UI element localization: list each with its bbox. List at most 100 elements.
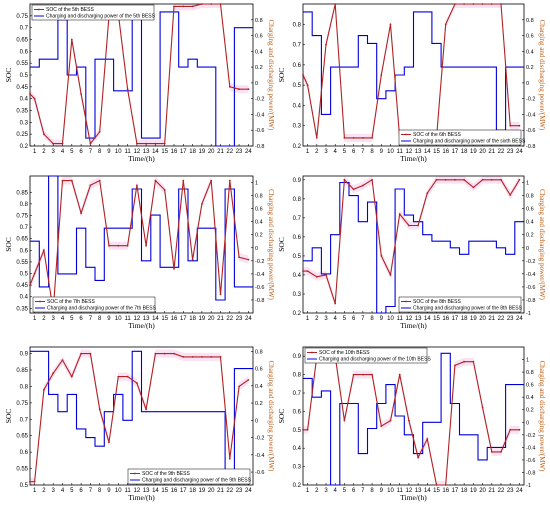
power-step-line xyxy=(303,181,524,314)
y2-axis-label: Charging and discharging power/(MW) xyxy=(267,189,275,300)
x-tick-label: 15 xyxy=(433,149,440,155)
x-tick-label: 5 xyxy=(343,316,347,322)
y2-tick-label: -0.8 xyxy=(526,298,535,304)
y2-tick-label: 0.2 xyxy=(255,401,263,407)
x-tick-label: 18 xyxy=(189,316,196,322)
x-tick-label: 18 xyxy=(461,488,468,494)
soc-point xyxy=(435,484,438,486)
x-tick-label: 4 xyxy=(61,488,65,494)
soc-point xyxy=(454,364,456,367)
x-tick-label: 15 xyxy=(433,316,440,322)
x-tick-label: 24 xyxy=(516,149,523,155)
soc-point xyxy=(52,372,55,375)
soc-point xyxy=(247,379,250,381)
y-tick-label: 0.45 xyxy=(16,283,28,289)
y-tick-label: 0.3 xyxy=(293,124,302,130)
y2-tick-label: -0.2 xyxy=(255,436,264,442)
soc-point xyxy=(29,284,31,286)
y-tick-label: 0.6 xyxy=(293,63,302,69)
x-tick-label: 9 xyxy=(107,488,111,494)
x-tick-label: 6 xyxy=(79,316,83,322)
chart-panel-5: 1 2 3 4 5 6 7 8 9 10 11 12 13 14 15 16 17 18 19 20 21 22 23 240… xyxy=(4,346,275,502)
soc-point xyxy=(490,451,493,453)
soc-point xyxy=(163,352,166,355)
legend-soc-label: SOC of the 7th BESS xyxy=(47,299,95,305)
y-tick-label: 0.65 xyxy=(16,38,28,44)
x-tick-label: 20 xyxy=(208,488,215,494)
x-tick-label: 10 xyxy=(387,488,394,494)
x-tick-label: 15 xyxy=(161,149,168,155)
x-tick-label: 6 xyxy=(352,316,356,322)
x-tick-label: 17 xyxy=(452,488,459,494)
y-tick-label: 0.5 xyxy=(20,483,29,489)
soc-point xyxy=(352,188,355,191)
y2-tick-label: 0.2 xyxy=(255,233,263,239)
x-tick-label: 24 xyxy=(245,316,252,322)
x-tick-label: 13 xyxy=(143,316,150,322)
y2-tick-label: -0.2 xyxy=(526,97,535,103)
power-step-line xyxy=(303,11,524,131)
y2-tick-label: -0.8 xyxy=(526,470,535,476)
x-tick-label: 19 xyxy=(199,316,206,322)
plot-frame xyxy=(29,175,254,314)
y-axis-label: SOC xyxy=(4,237,13,252)
y-tick-label: 0.7 xyxy=(293,216,302,222)
soc-point xyxy=(463,3,465,5)
soc-point xyxy=(408,224,410,227)
y-tick-label: 0.9 xyxy=(293,354,302,360)
x-tick-label: 12 xyxy=(134,316,141,322)
y2-tick-label: 0.8 xyxy=(255,194,263,200)
y2-tick-label: -0.2 xyxy=(526,259,535,265)
x-tick-label: 23 xyxy=(507,488,514,494)
soc-point xyxy=(61,142,64,145)
soc-point xyxy=(302,428,304,431)
soc-point xyxy=(444,23,447,26)
plot-frame xyxy=(302,346,525,486)
soc-point xyxy=(43,133,45,136)
y2-tick-label: -0.2 xyxy=(526,433,535,439)
soc-point xyxy=(481,406,484,409)
x-tick-label: 3 xyxy=(324,316,328,322)
soc-point xyxy=(426,438,429,440)
y2-tick-label: -0.2 xyxy=(255,97,264,103)
x-tick-label: 9 xyxy=(107,149,111,155)
x-tick-label: 7 xyxy=(361,316,365,322)
x-tick-label: 17 xyxy=(452,316,459,322)
soc-point xyxy=(219,293,222,296)
x-axis-label: Time/(h) xyxy=(128,154,155,163)
legend-power-label: Charging and discharging power of the 9t… xyxy=(142,478,252,484)
y2-tick-label: -0.4 xyxy=(255,272,264,278)
soc-point xyxy=(108,441,110,444)
x-tick-label: 1 xyxy=(306,149,310,155)
x-tick-label: 8 xyxy=(370,316,374,322)
y2-tick-label: 0.2 xyxy=(255,65,263,71)
x-tick-label: 8 xyxy=(98,488,102,494)
soc-point xyxy=(219,356,222,358)
soc-point xyxy=(315,137,318,139)
soc-point xyxy=(247,258,250,261)
x-tick-label: 22 xyxy=(226,149,233,155)
x-tick-label: 19 xyxy=(470,316,477,322)
x-tick-label: 18 xyxy=(461,316,468,322)
soc-point xyxy=(389,274,392,276)
soc-point xyxy=(302,74,304,76)
x-tick-label: 21 xyxy=(217,149,224,155)
x-tick-label: 20 xyxy=(479,149,486,155)
soc-point xyxy=(33,272,36,275)
x-tick-label: 15 xyxy=(161,488,168,494)
soc-point xyxy=(500,178,502,181)
legend-soc-label: SOC of the 5th BESS xyxy=(46,7,94,13)
x-tick-label: 13 xyxy=(143,149,150,155)
y2-tick-label: -0.4 xyxy=(255,453,264,459)
x-tick-label: 12 xyxy=(406,488,413,494)
soc-point xyxy=(89,184,92,187)
soc-point xyxy=(173,5,175,8)
x-tick-label: 23 xyxy=(507,149,514,155)
x-tick-label: 7 xyxy=(361,488,365,494)
x-tick-label: 23 xyxy=(236,149,243,155)
x-axis-label: Time/(h) xyxy=(128,321,155,330)
soc-point xyxy=(463,360,465,363)
x-tick-label: 3 xyxy=(324,149,328,155)
